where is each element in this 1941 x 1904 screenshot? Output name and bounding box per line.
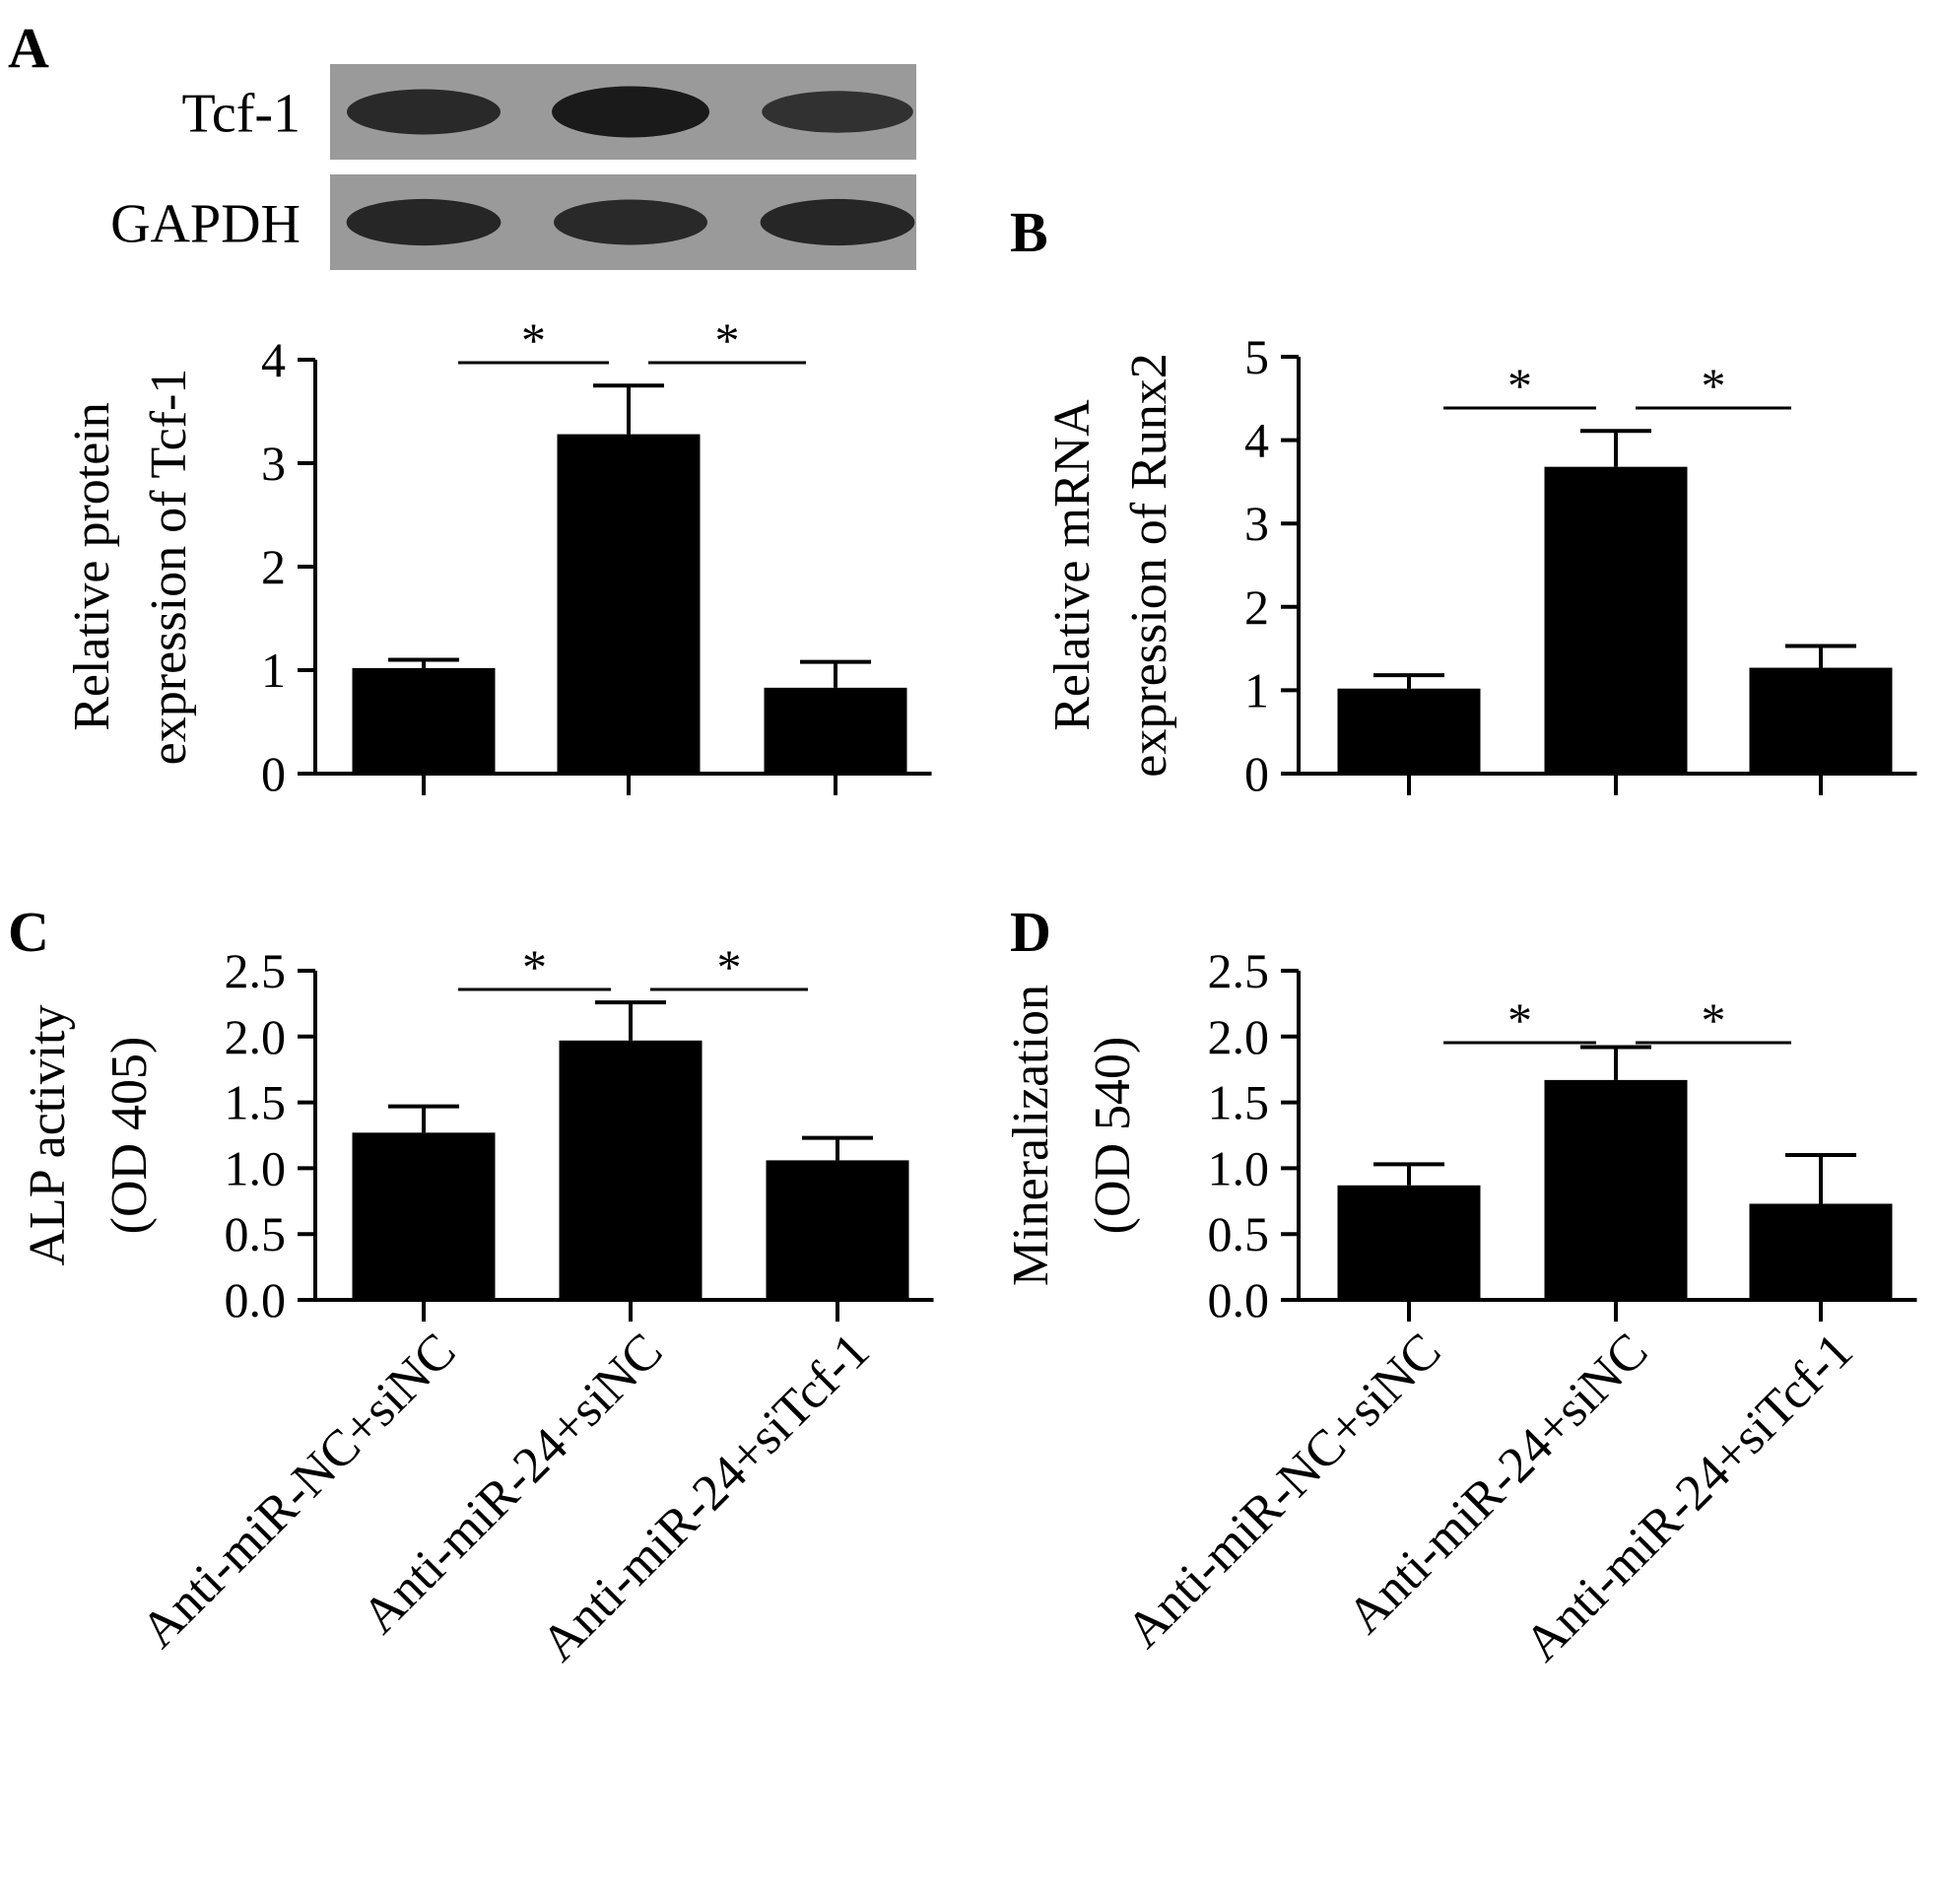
y-axis-label: Relative mRNA bbox=[1044, 399, 1101, 731]
y-tick-label: 5 bbox=[1244, 329, 1269, 384]
blot-band bbox=[346, 198, 502, 246]
y-tick-label: 0.0 bbox=[225, 1272, 287, 1327]
blot-row-0: Tcf-1 bbox=[182, 64, 916, 160]
bar bbox=[1337, 688, 1481, 774]
y-tick-label: 2.5 bbox=[225, 943, 287, 998]
bar bbox=[1544, 1079, 1688, 1300]
significance-star: * bbox=[715, 312, 740, 368]
bar bbox=[352, 1132, 496, 1300]
bar bbox=[557, 434, 701, 774]
y-tick-label: 3 bbox=[261, 436, 286, 491]
significance-star: * bbox=[717, 939, 742, 994]
blot-band bbox=[554, 199, 707, 245]
y-tick-label: 1.0 bbox=[225, 1140, 287, 1195]
y-tick-label: 0 bbox=[1244, 746, 1269, 801]
chart-d: D Mineralization (OD 540) 0.0 0.5 1.0 1.5 2.0 2.… bbox=[1003, 900, 1917, 1672]
significance-star: * bbox=[522, 939, 547, 994]
y-axis-label: expression of Runx2 bbox=[1121, 353, 1177, 777]
y-tick-label: 1 bbox=[261, 643, 286, 698]
significance-star: * bbox=[1507, 992, 1532, 1048]
blot-band bbox=[762, 91, 913, 133]
blot-row-label: Tcf-1 bbox=[182, 84, 301, 145]
bar bbox=[559, 1040, 703, 1300]
y-tick-label: 0 bbox=[261, 746, 286, 801]
panel-label-blot: A bbox=[8, 16, 49, 80]
y-axis-label: ALP activity bbox=[20, 1004, 76, 1265]
blot-row-1: GAPDH bbox=[110, 174, 916, 270]
bar bbox=[766, 1160, 909, 1300]
y-axis-label: Mineralization bbox=[1003, 985, 1059, 1286]
y-tick-label: 1.5 bbox=[1208, 1075, 1270, 1130]
y-axis-label: (OD 540) bbox=[1085, 1037, 1141, 1235]
bar bbox=[1337, 1185, 1481, 1300]
y-tick-label: 0.0 bbox=[1208, 1272, 1270, 1327]
y-tick-label: 2.0 bbox=[1208, 1009, 1270, 1064]
y-tick-label: 1.0 bbox=[1208, 1140, 1270, 1195]
chart-b: B Relative mRNA expression of Runx2 0 1 2 3 4 5 *… bbox=[1010, 200, 1917, 801]
y-tick-label: 1 bbox=[1244, 662, 1269, 717]
y-axis-label: Relative protein bbox=[64, 402, 120, 731]
y-tick-label: 0.5 bbox=[1208, 1206, 1270, 1261]
chart-a: Relative protein expression of Tcf-1 0 1 2 3 4… bbox=[64, 312, 932, 801]
blot-band bbox=[760, 198, 915, 246]
panel-label: C bbox=[8, 900, 49, 964]
blot-band bbox=[347, 89, 501, 135]
y-tick-label: 2 bbox=[1244, 579, 1269, 635]
y-tick-label: 2.0 bbox=[225, 1009, 287, 1064]
y-tick-label: 4 bbox=[261, 332, 286, 387]
significance-star: * bbox=[1702, 992, 1726, 1048]
significance-star: * bbox=[1702, 358, 1726, 413]
significance-star: * bbox=[1507, 358, 1532, 413]
chart-c: C ALP activity (OD 405) 0.0 0.5 1.0 1.5 2.0 2.5 *… bbox=[8, 900, 934, 1672]
blot-row-label: GAPDH bbox=[110, 194, 301, 255]
y-tick-label: 0.5 bbox=[225, 1206, 287, 1261]
panel-label: B bbox=[1010, 200, 1048, 264]
panel-label: D bbox=[1010, 900, 1051, 964]
y-tick-label: 1.5 bbox=[225, 1075, 287, 1130]
bar bbox=[764, 687, 907, 774]
y-axis-label: expression of Tcf-1 bbox=[141, 369, 197, 766]
y-tick-label: 2.5 bbox=[1208, 943, 1270, 998]
bar bbox=[1749, 667, 1893, 774]
bar bbox=[1749, 1203, 1893, 1300]
significance-star: * bbox=[521, 312, 546, 368]
y-tick-label: 3 bbox=[1244, 496, 1269, 551]
blot-band bbox=[552, 86, 709, 138]
bar bbox=[352, 667, 496, 774]
y-tick-label: 2 bbox=[261, 539, 286, 594]
y-tick-label: 4 bbox=[1244, 413, 1269, 468]
y-axis-label: (OD 405) bbox=[101, 1037, 158, 1235]
bar bbox=[1544, 466, 1688, 774]
